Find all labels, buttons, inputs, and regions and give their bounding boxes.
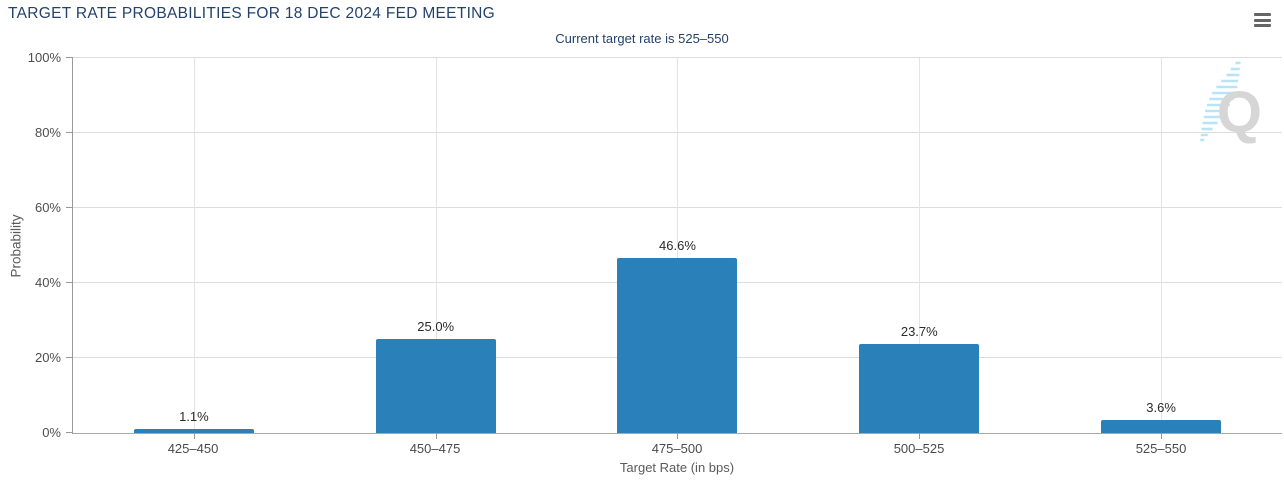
bar-slot: 1.1% — [73, 58, 315, 439]
bar-value-label: 25.0% — [417, 319, 455, 335]
gridline-vertical — [919, 58, 921, 433]
y-axis-tick — [66, 207, 73, 208]
bar-value-label: 1.1% — [179, 408, 209, 424]
x-axis-tick — [919, 433, 921, 439]
x-axis-tick — [435, 433, 437, 439]
y-axis-tick — [66, 57, 73, 58]
gridline-vertical — [1161, 58, 1163, 433]
hamburger-bar — [1254, 18, 1271, 22]
y-tick-label: 100% — [27, 50, 61, 65]
x-tick-label: 525–550 — [1135, 441, 1187, 456]
bar-value-label: 23.7% — [900, 324, 938, 340]
gridline-horizontal — [73, 57, 1282, 58]
y-tick-label: 20% — [34, 350, 61, 365]
x-tick-label: 425–450 — [167, 441, 219, 456]
bar-value-label: 3.6% — [1146, 399, 1176, 415]
x-axis-tick — [677, 433, 679, 439]
page-title: TARGET RATE PROBABILITIES FOR 18 DEC 202… — [8, 5, 496, 22]
gridline-vertical — [677, 58, 679, 433]
hamburger-bar — [1254, 13, 1271, 16]
x-axis-tick — [193, 433, 195, 439]
probability-bar[interactable] — [1101, 419, 1222, 433]
hamburger-bar — [1254, 24, 1271, 27]
probability-bar[interactable] — [133, 428, 254, 433]
y-tick-label: 80% — [34, 125, 61, 140]
plot-area: 0% 20% 40% 60% 80% 100% 1.1% 25.0% 46.6% 23.7% 3.… — [28, 50, 1282, 440]
y-axis-tick — [66, 282, 73, 283]
bar-slot: 3.6% — [1040, 58, 1282, 439]
probability-bar[interactable] — [859, 344, 980, 433]
gridline-vertical — [435, 58, 437, 433]
x-tick-label: 450–475 — [409, 441, 461, 456]
y-axis-tick — [66, 357, 73, 358]
y-axis-tick — [66, 132, 73, 133]
y-tick-label: 60% — [34, 200, 61, 215]
y-axis-title: Probability — [8, 214, 24, 278]
gridline-vertical — [193, 58, 195, 433]
x-tick-label: 500–525 — [893, 441, 945, 456]
x-axis-labels: 425–450 450–475 475–500 500–525 525–550 — [72, 441, 1282, 456]
probability-bar[interactable] — [617, 258, 738, 433]
bar-value-label: 46.6% — [659, 238, 696, 254]
y-tick-label: 40% — [34, 275, 61, 290]
x-tick-label: 475–500 — [651, 441, 703, 456]
hamburger-menu-icon[interactable] — [1254, 13, 1271, 27]
y-axis-tick — [66, 432, 73, 433]
bar-slot: 25.0% — [315, 58, 557, 439]
chart-subtitle: Current target rate is 525–550 — [555, 31, 729, 46]
bar-slot: 23.7% — [798, 58, 1040, 439]
x-axis-title: Target Rate (in bps) — [619, 460, 735, 475]
x-axis-tick — [1161, 433, 1163, 439]
probability-bar[interactable] — [375, 339, 496, 433]
bar-slots: 1.1% 25.0% 46.6% 23.7% 3.6% — [73, 58, 1282, 439]
bar-slot: 46.6% — [557, 58, 799, 439]
y-tick-label: 0% — [42, 425, 61, 440]
